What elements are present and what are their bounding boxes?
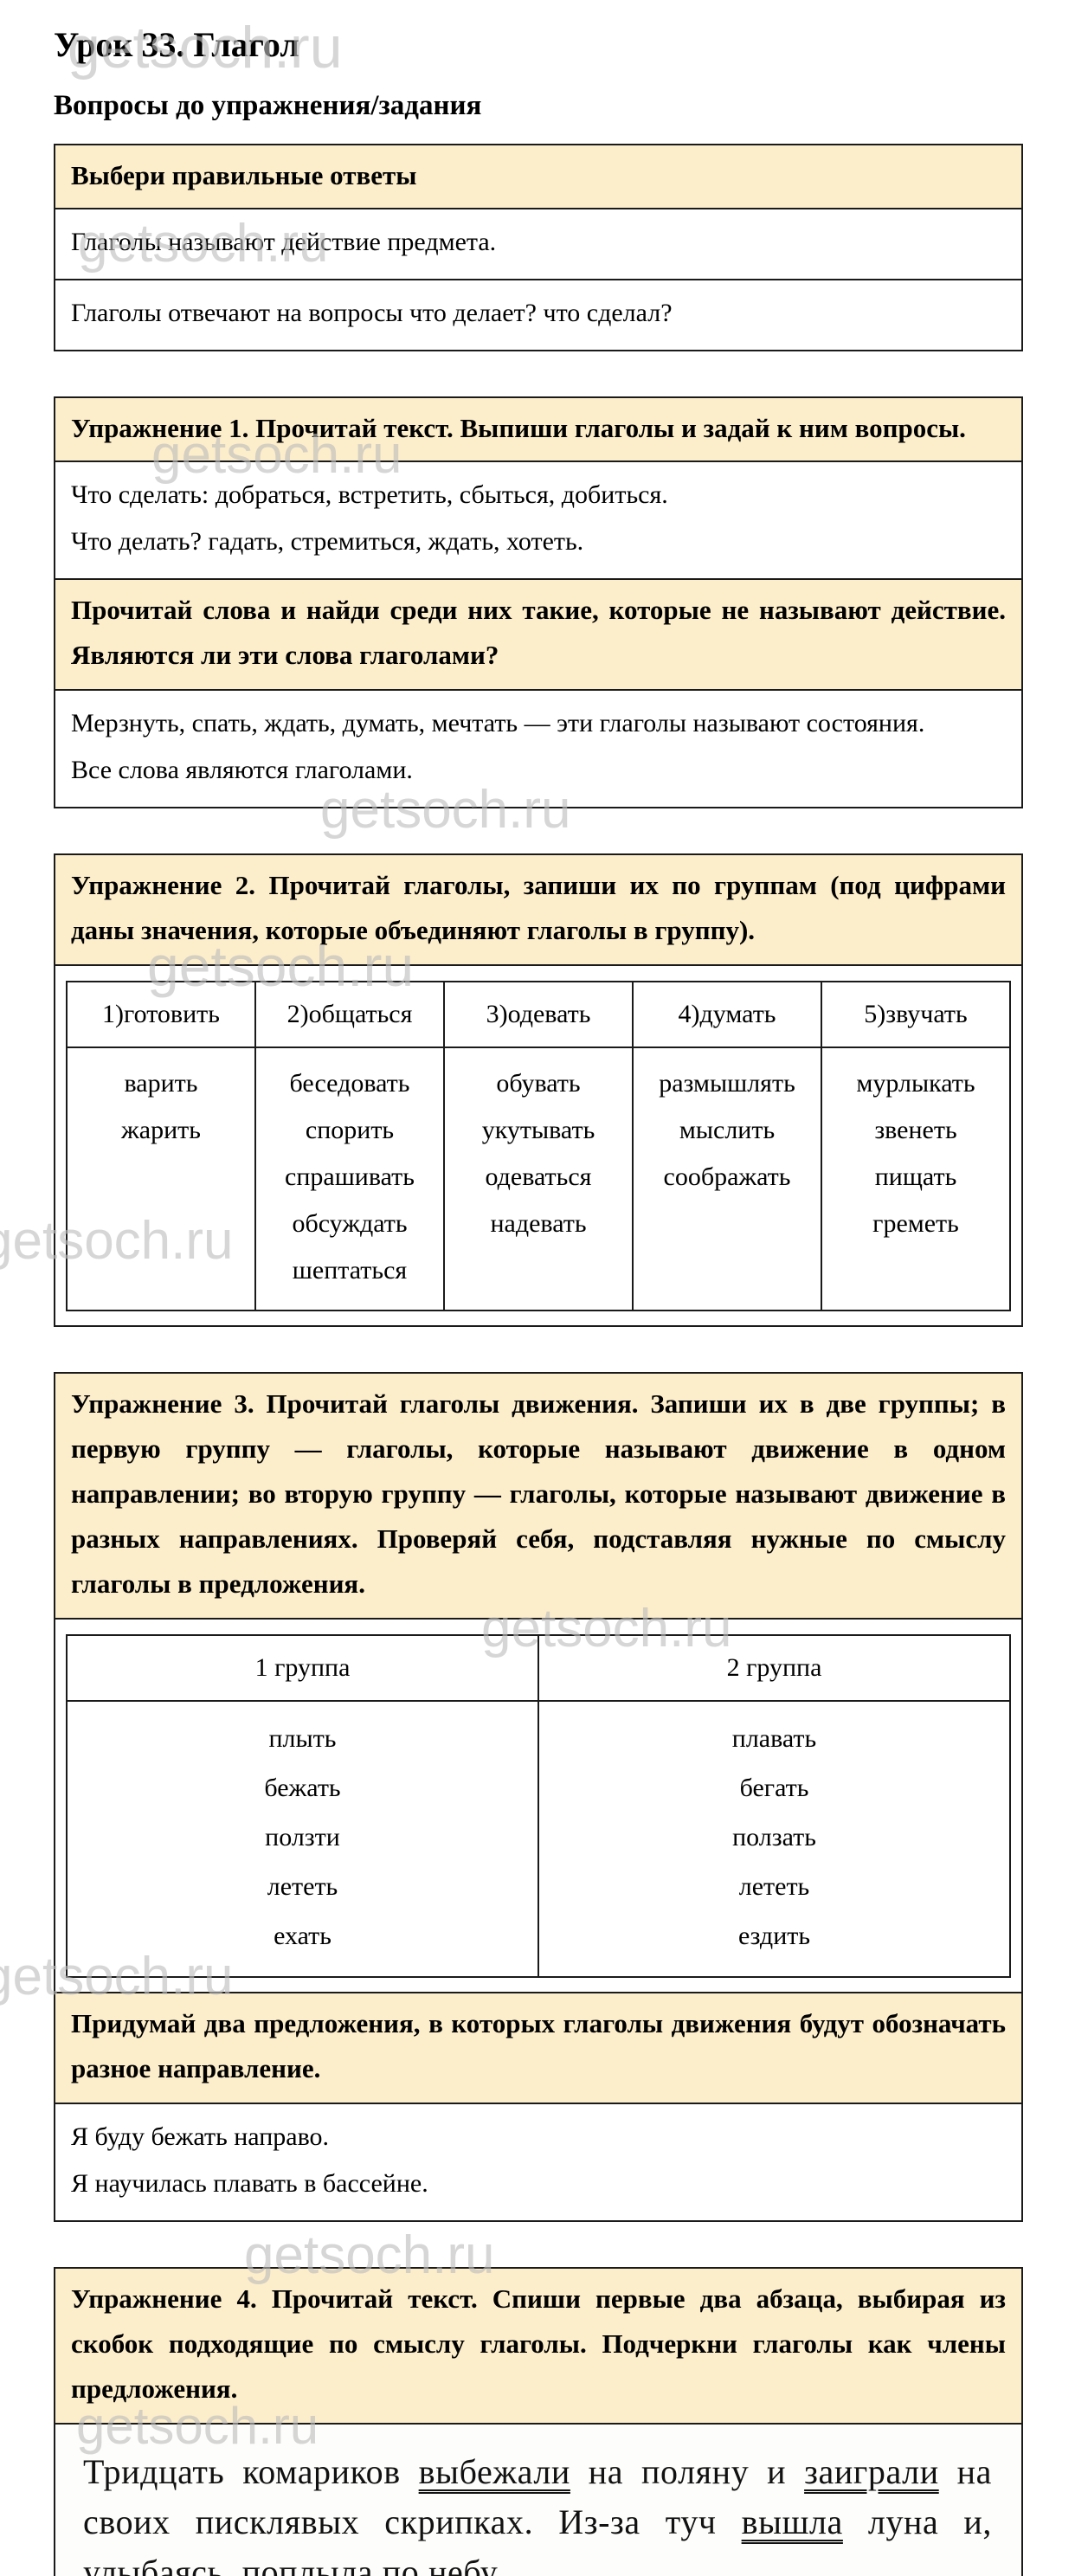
verb-item: размышлять [659,1069,795,1098]
verb-item: мурлыкать [856,1069,975,1098]
passage-text: на [938,2452,992,2491]
exercise-1-answer-row: Что сделать: добраться, встретить, сбыть… [55,462,1021,580]
verb-item: плыть [268,1724,337,1753]
exercise-2-header: Упражнение 2. Прочитай глаголы, запиши и… [55,855,1021,966]
answer-row: Глаголы отвечают на вопросы что делает? … [55,280,1021,350]
exercise-4-block: Упражнение 4. Прочитай текст. Спиши перв… [54,2267,1023,2576]
verb-item: обсуждать [292,1209,408,1238]
choose-answers-block: Выбери правильные ответы Глаголы называю… [54,144,1023,351]
group-cell: размышлять мыслить соображать [632,1046,822,1311]
group-cell: мурлыкать звенеть пищать греметь [821,1046,1011,1311]
page-title: Урок 33. Глагол [54,25,299,64]
group-cell: плыть бежать ползти лететь ехать [66,1700,539,1978]
verb-item: бегать [739,1774,809,1802]
group-header: 1)готовить [66,981,256,1048]
answer-line: Что делать? гадать, стремиться, ждать, х… [71,527,584,556]
exercise-3-answer-row: Я буду бежать направо. Я научилась плават… [55,2104,1021,2220]
group-header: 1 группа [66,1634,539,1702]
verb-item: ехать [274,1922,332,1950]
verb-item: звенеть [874,1116,957,1144]
exercise-3-subtask-header: Придумай два предложения, в которых глаг… [55,1992,1021,2104]
verb-item: варить [124,1069,198,1098]
verb-item: бежать [264,1774,341,1802]
group-header: 5)звучать [821,981,1011,1048]
verb-item: спорить [305,1116,395,1144]
exercise-1-subtask-header: Прочитай слова и найди среди них такие, … [55,580,1021,691]
exercise-3-table-wrap: 1 группа 2 группа плыть бежать ползти лететь е… [55,1620,1021,1992]
group-cell: плавать бегать ползать лететь ездить [538,1700,1011,1978]
passage-text: улыбаясь, [83,2553,242,2576]
underlined-verb: заиграли [804,2452,939,2491]
group-cell: варить жарить [66,1046,256,1311]
passage-text: по небу. [373,2553,504,2576]
group-cell: обувать укутывать одеваться надевать [443,1046,634,1311]
verb-item: лететь [738,1872,810,1901]
underlined-verb: вышла [741,2502,843,2541]
exercise-3-header: Упражнение 3. Прочитай глаголы движения.… [55,1374,1021,1620]
verb-item: одеваться [485,1162,592,1191]
underlined-verb: выбежали [418,2452,570,2491]
passage-line: Тридцать комариков выбежали на поляну и … [83,2447,992,2497]
page-subtitle: Вопросы до упражнения/задания [54,90,482,121]
verb-groups-table: 1)готовить 2)общаться 3)одевать 4)думать 5)з… [66,981,1011,1311]
exercise-2-table-wrap: 1)готовить 2)общаться 3)одевать 4)думать 5)з… [55,966,1021,1325]
verb-item: ползать [732,1823,816,1852]
motion-verbs-table: 1 группа 2 группа плыть бежать ползти лететь е… [66,1634,1011,1978]
exercise-3-block: Упражнение 3. Прочитай глаголы движения.… [54,1372,1023,2222]
choose-answers-header: Выбери правильные ответы [55,145,1021,209]
passage-line: своих писклявых скрипках. Из-за туч вышл… [83,2497,992,2547]
verb-item: надевать [490,1209,587,1238]
passage-text: своих писклявых скрипках. Из-за туч [83,2502,742,2541]
group-header-row: 1)готовить 2)общаться 3)одевать 4)думать 5)з… [66,981,1011,1048]
verb-item: беседовать [289,1069,410,1098]
verb-item: мыслить [679,1116,776,1144]
group-content-row: плыть бежать ползти лететь ехать плавать бегат… [66,1700,1011,1978]
exercise-1-block: Упражнение 1. Прочитай текст. Выпиши гла… [54,396,1023,808]
verb-item: обувать [496,1069,581,1098]
exercise-4-passage: Тридцать комариков выбежали на поляну и … [55,2425,1021,2576]
answer-text: Глаголы называют действие предмета. [71,228,497,256]
verb-item: лететь [267,1872,338,1901]
group-header: 3)одевать [443,981,634,1048]
verb-item: плавать [731,1724,817,1753]
exercise-1-answer2-row: Мерзнуть, спать, ждать, думать, мечтать … [55,691,1021,807]
passage-line: улыбаясь, поплыла по небу. [83,2547,992,2576]
group-content-row: варить жарить беседовать спорить спрашивать о… [66,1046,1011,1311]
group-header-row: 1 группа 2 группа [66,1634,1011,1702]
exercise-2-block: Упражнение 2. Прочитай глаголы, запиши и… [54,853,1023,1327]
answer-line: Что сделать: добраться, встретить, сбыть… [71,480,668,509]
answer-line: Мерзнуть, спать, ждать, думать, мечтать … [71,709,925,737]
answer-text: Глаголы отвечают на вопросы что делает? … [71,299,673,327]
answer-line: Я буду бежать направо. [71,2122,330,2151]
answer-line: Все слова являются глаголами. [71,756,413,784]
verb-item: спрашивать [285,1162,415,1191]
answer-row: Глаголы называют действие предмета. [55,209,1021,280]
exercise-4-header: Упражнение 4. Прочитай текст. Спиши перв… [55,2269,1021,2425]
verb-item: укутывать [481,1116,595,1144]
verb-item: пищать [874,1162,957,1191]
underlined-verb: поплыла [241,2553,374,2576]
verb-item: жарить [121,1116,201,1144]
group-header: 2)общаться [254,981,445,1048]
answer-line: Я научилась плавать в бассейне. [71,2169,428,2198]
verb-item: шептаться [292,1256,408,1285]
exercise-1-header: Упражнение 1. Прочитай текст. Выпиши гла… [55,398,1021,462]
verb-item: ползти [265,1823,340,1852]
group-header: 4)думать [632,981,822,1048]
group-header: 2 группа [538,1634,1011,1702]
verb-item: ездить [737,1922,811,1950]
group-cell: беседовать спорить спрашивать обсуждать шепт… [254,1046,445,1311]
passage-text: на поляну и [570,2452,805,2491]
passage-text: Тридцать комариков [83,2452,419,2491]
verb-item: соображать [663,1162,791,1191]
passage-text: луна и, [842,2502,992,2541]
verb-item: греметь [872,1209,959,1238]
